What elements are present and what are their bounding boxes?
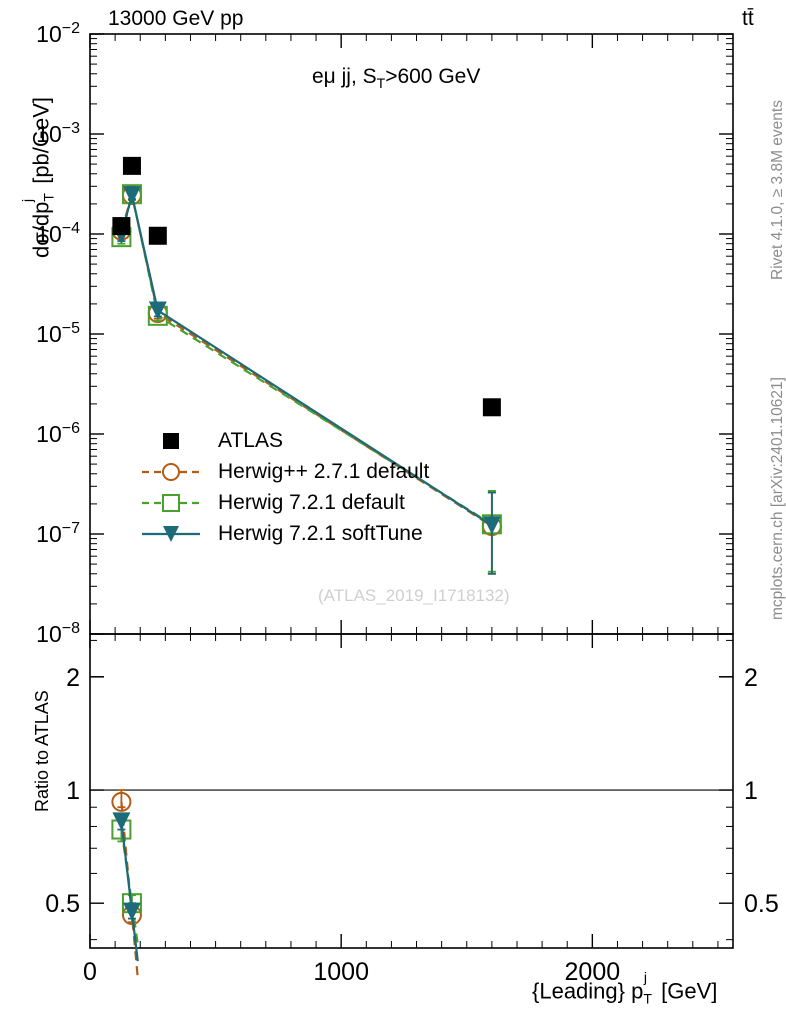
legend-marker-open-square	[142, 493, 200, 512]
data-marker	[148, 301, 167, 320]
atlas-data-marker	[148, 226, 167, 245]
y-tick-label: 10−8	[36, 620, 80, 647]
analysis-watermark: (ATLAS_2019_I1718132)	[318, 586, 510, 605]
legend-symbol	[163, 432, 179, 449]
legend-item[interactable]: Herwig 7.2.1 softTune	[140, 518, 429, 549]
legend-label: Herwig++ 2.7.1 default	[218, 459, 430, 483]
ratio-tick-label-right: 1	[744, 777, 758, 805]
beam-energy-label: 13000 GeV pp	[108, 7, 244, 30]
rivet-version-note: Rivet 4.1.0, ≥ 3.8M events	[769, 100, 786, 280]
mcplots-source-note: mcplots.cern.ch [arXiv:2401.10621]	[769, 377, 786, 620]
y-tick-label-text: 10−8	[36, 620, 80, 647]
y-tick-label: 10−2	[36, 20, 80, 47]
series-line	[120, 194, 493, 527]
y-tick-label: 10−7	[36, 520, 80, 547]
legend-item[interactable]: Herwig++ 2.7.1 default	[140, 456, 429, 487]
ratio-tick-label-right: 2	[744, 664, 758, 692]
ratio-series-1	[111, 819, 142, 944]
legend-label: ATLAS	[218, 428, 283, 452]
ratio-plot-panel: 2 2 1 1 0.5 0.5 0 1000 2000	[45, 633, 779, 986]
legend-symbol	[162, 462, 180, 481]
data-marker	[482, 516, 501, 535]
y-tick-label-text: 10−4	[36, 220, 80, 247]
legend-marker-open-circle	[142, 462, 200, 481]
ratio-tick-label-left: 0.5	[45, 890, 80, 918]
data-marker	[122, 186, 141, 205]
y-tick-label: 10−4	[36, 220, 80, 247]
y-tick-label-text: 10−3	[36, 120, 80, 147]
ratio-tick-label-right: 0.5	[744, 890, 779, 918]
y-tick-label: 10−6	[36, 420, 80, 447]
y-tick-label-text: 10−5	[36, 320, 80, 347]
x-axis-title: {Leading} pTj [GeV]	[532, 969, 718, 1007]
plot-title: eμ jj, ST>600 GeV	[312, 65, 481, 92]
legend-item[interactable]: Herwig 7.2.1 default	[140, 487, 429, 518]
legend: ATLAS Herwig++ 2.7.1 default Herwig 7.2.1 …	[140, 425, 429, 549]
ratio-axis-frame	[89, 633, 734, 949]
atlas-data-marker	[122, 156, 141, 175]
legend-symbol	[163, 525, 179, 542]
legend-marker-filled-square	[163, 432, 179, 449]
legend-symbol	[162, 493, 180, 512]
series-atlas	[112, 156, 501, 417]
process-label: tt̄	[742, 7, 754, 30]
atlas-data-marker	[112, 217, 131, 236]
x-tick-label: 2000	[565, 958, 621, 986]
y-tick-label-text: 10−6	[36, 420, 80, 447]
x-tick-label: 1000	[313, 958, 369, 986]
ratio-line	[120, 821, 139, 962]
ratio-axis-title: Ratio to ATLAS	[32, 690, 52, 812]
ratio-tick-label-left: 1	[66, 777, 80, 805]
x-tick-label: 0	[83, 958, 97, 986]
legend-label: Herwig 7.2.1 softTune	[218, 521, 423, 545]
ratio-tick-label-left: 2	[66, 664, 80, 692]
atlas-data-marker	[482, 398, 501, 417]
ratio-series-2	[112, 812, 141, 962]
ratio-data-marker	[111, 791, 132, 812]
ratio-data-marker	[112, 812, 131, 831]
y-tick-label-text: 10−2	[36, 20, 80, 47]
legend-item[interactable]: ATLAS	[140, 425, 429, 456]
main-plot-panel: 10−2 10−3 10−4 10−5 10−6 10−7 10−8	[36, 20, 734, 647]
legend-label: Herwig 7.2.1 default	[218, 490, 405, 514]
ratio-data-marker	[122, 902, 141, 921]
y-tick-label: 10−5	[36, 320, 80, 347]
y-tick-label: 10−3	[36, 120, 80, 147]
legend-marker-filled-triangle-down	[142, 525, 200, 542]
y-tick-label-text: 10−7	[36, 520, 80, 547]
